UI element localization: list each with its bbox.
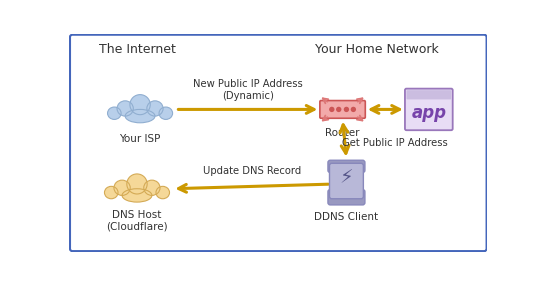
Text: The Internet: The Internet [99,43,175,56]
Text: Get Public IP Address: Get Public IP Address [342,138,448,147]
Ellipse shape [117,101,133,116]
Ellipse shape [114,180,130,196]
FancyBboxPatch shape [330,163,363,199]
FancyBboxPatch shape [320,100,365,118]
Text: Your Home Network: Your Home Network [315,43,439,56]
FancyBboxPatch shape [328,160,365,173]
Text: Update DNS Record: Update DNS Record [204,166,301,176]
Ellipse shape [159,107,173,119]
Text: New Public IP Address
(Dynamic): New Public IP Address (Dynamic) [193,79,303,101]
Ellipse shape [130,95,150,115]
Ellipse shape [125,110,155,123]
Circle shape [329,107,334,112]
Text: ⚡: ⚡ [339,168,353,187]
Ellipse shape [122,189,152,202]
FancyBboxPatch shape [405,89,453,130]
FancyBboxPatch shape [407,90,451,99]
Ellipse shape [144,180,160,196]
Text: app: app [412,104,446,121]
Circle shape [351,107,356,112]
FancyBboxPatch shape [328,190,365,205]
Circle shape [344,107,349,112]
Text: DNS Host
(Cloudflare): DNS Host (Cloudflare) [106,210,168,232]
Ellipse shape [156,186,169,199]
Text: Your ISP: Your ISP [119,134,161,144]
Ellipse shape [147,101,163,116]
Ellipse shape [104,186,118,199]
Text: Router: Router [325,128,360,138]
Circle shape [336,107,342,112]
Text: DDNS Client: DDNS Client [314,212,378,222]
Ellipse shape [108,107,121,119]
Ellipse shape [127,174,147,194]
